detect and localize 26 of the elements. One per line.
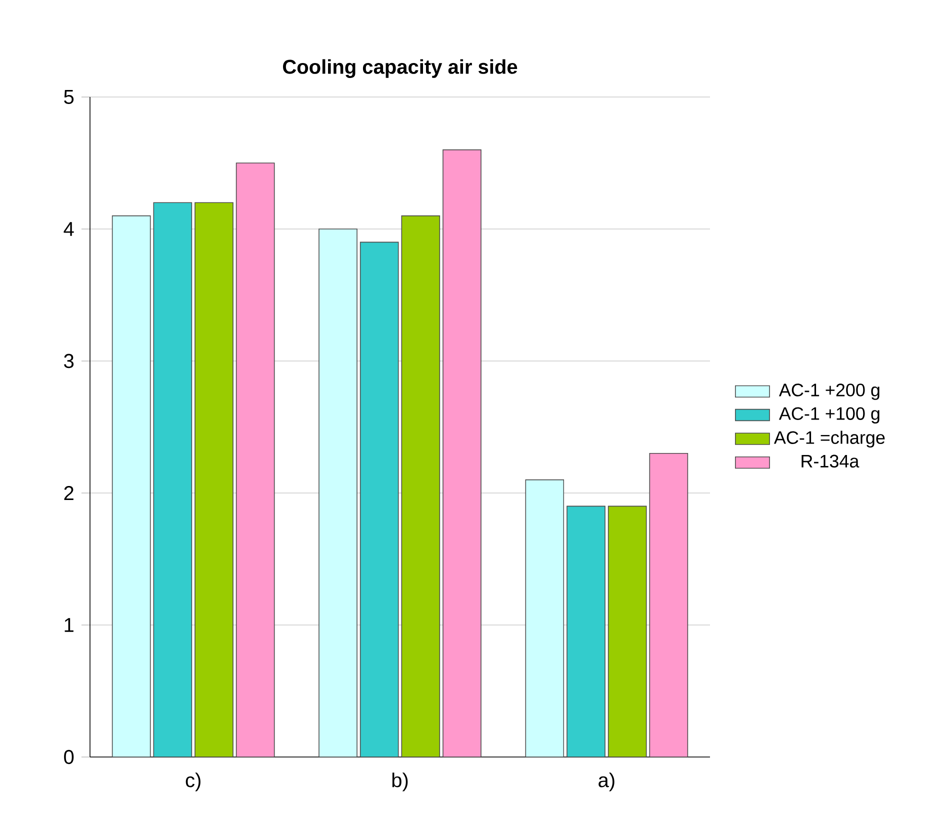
y-tick-label: 0	[64, 750, 74, 764]
bar	[360, 242, 399, 757]
bar	[525, 479, 564, 757]
bar	[194, 202, 234, 757]
x-tick-label: b)	[392, 772, 408, 792]
chart-title: Cooling capacity air side	[283, 59, 518, 78]
legend-label: AC-1 +200 g	[778, 384, 880, 400]
x-tick-label: c)	[186, 772, 200, 792]
x-tick-label: a)	[598, 772, 614, 792]
y-tick-label: 2	[64, 486, 74, 500]
legend-label: R-134a	[802, 454, 860, 468]
legend-label: AC-1 +100 g	[778, 407, 880, 424]
bar	[649, 453, 688, 757]
y-tick-label: 1	[64, 618, 74, 632]
bar	[318, 228, 358, 757]
bar	[236, 162, 275, 757]
bar	[401, 215, 440, 757]
y-tick-label: 4	[64, 222, 74, 236]
bar	[442, 149, 482, 757]
y-tick-label: 5	[64, 90, 74, 104]
bar	[112, 215, 151, 757]
bar	[566, 506, 606, 757]
bar	[153, 202, 192, 757]
legend-label: AC-1 =charge	[774, 430, 885, 448]
y-tick-label: 3	[64, 354, 74, 368]
bar	[608, 506, 647, 757]
